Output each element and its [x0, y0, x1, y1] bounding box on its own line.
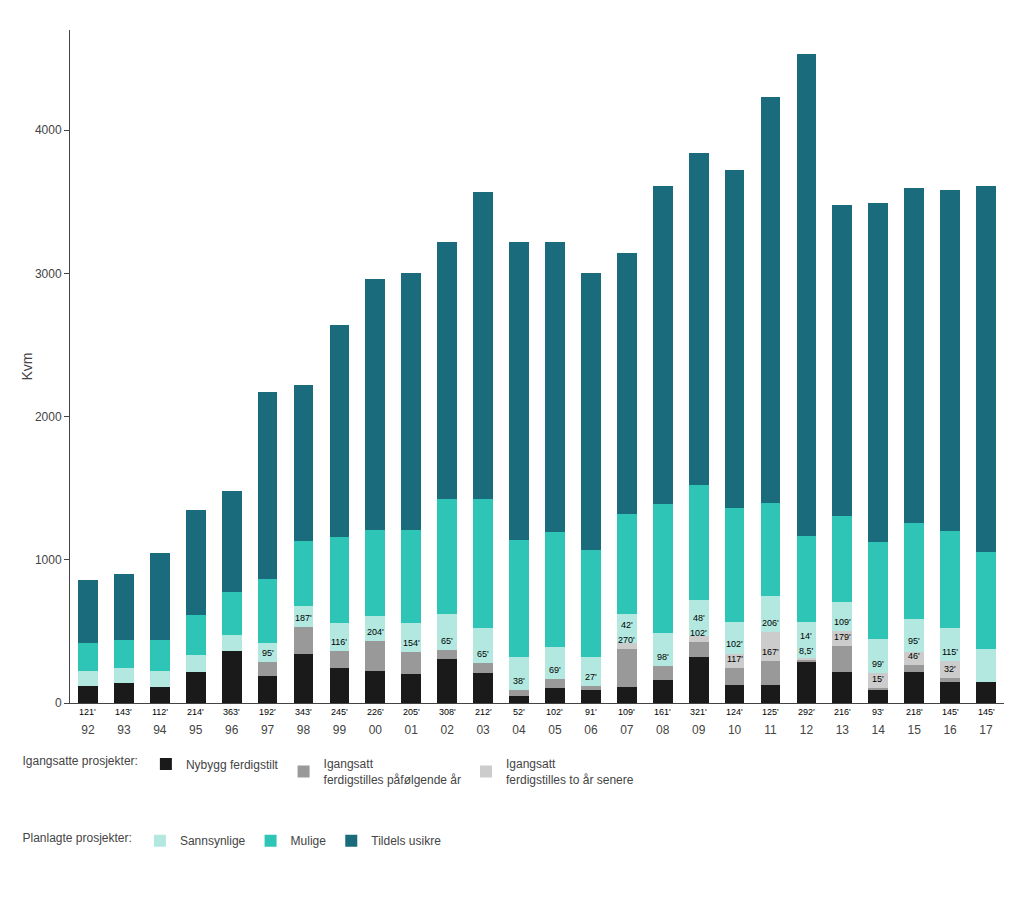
svg-text:4000: 4000 — [35, 123, 62, 137]
svg-text:109': 109' — [834, 617, 851, 627]
svg-text:00: 00 — [369, 723, 383, 737]
svg-text:363': 363' — [223, 707, 240, 717]
svg-text:04: 04 — [512, 723, 526, 737]
svg-text:06: 06 — [584, 723, 598, 737]
svg-text:15': 15' — [872, 674, 884, 684]
svg-text:65': 65' — [441, 636, 453, 646]
svg-text:11: 11 — [764, 723, 777, 737]
svg-text:Igangsatte prosjekter:: Igangsatte prosjekter: — [22, 754, 137, 768]
svg-text:187': 187' — [295, 613, 312, 623]
svg-text:102': 102' — [690, 628, 707, 638]
svg-text:03: 03 — [476, 723, 490, 737]
svg-text:42': 42' — [621, 620, 633, 630]
svg-text:15: 15 — [908, 723, 922, 737]
svg-text:97: 97 — [261, 723, 275, 737]
svg-text:Nybygg ferdigstilt: Nybygg ferdigstilt — [186, 758, 279, 772]
svg-text:218': 218' — [906, 707, 923, 717]
svg-text:3000: 3000 — [35, 267, 62, 281]
svg-text:10: 10 — [728, 723, 742, 737]
svg-text:13: 13 — [836, 723, 850, 737]
svg-text:48': 48' — [693, 613, 705, 623]
svg-text:01: 01 — [405, 723, 419, 737]
svg-text:98: 98 — [297, 723, 311, 737]
svg-text:167': 167' — [762, 647, 779, 657]
svg-text:121': 121' — [79, 707, 96, 717]
svg-text:161': 161' — [654, 707, 671, 717]
svg-text:Mulige: Mulige — [291, 834, 327, 848]
svg-text:145': 145' — [978, 707, 995, 717]
svg-text:270': 270' — [618, 635, 635, 645]
svg-text:112': 112' — [152, 707, 168, 717]
svg-text:116': 116' — [331, 637, 347, 647]
svg-text:69': 69' — [549, 665, 561, 675]
svg-text:95: 95 — [189, 723, 203, 737]
svg-text:206': 206' — [762, 618, 779, 628]
svg-text:09: 09 — [692, 723, 706, 737]
svg-text:08: 08 — [656, 723, 670, 737]
svg-text:226': 226' — [367, 707, 384, 717]
svg-text:Tildels usikre: Tildels usikre — [371, 834, 441, 848]
svg-text:05: 05 — [548, 723, 562, 737]
svg-text:Sannsynlige: Sannsynlige — [180, 834, 246, 848]
svg-text:192': 192' — [259, 707, 276, 717]
svg-text:205': 205' — [403, 707, 420, 717]
svg-text:2000: 2000 — [35, 410, 62, 424]
svg-text:212': 212' — [475, 707, 492, 717]
svg-text:93': 93' — [872, 707, 884, 717]
svg-text:65': 65' — [477, 649, 489, 659]
svg-text:204': 204' — [367, 627, 384, 637]
svg-text:Igangsattferdigstilles to år s: Igangsattferdigstilles to år senere — [506, 757, 634, 787]
svg-text:52': 52' — [513, 707, 525, 717]
svg-text:93: 93 — [117, 723, 131, 737]
svg-text:46': 46' — [908, 651, 920, 661]
svg-text:98': 98' — [657, 652, 669, 662]
svg-text:99: 99 — [333, 723, 347, 737]
svg-text:95': 95' — [908, 636, 920, 646]
svg-text:321': 321' — [690, 707, 707, 717]
svg-text:214': 214' — [187, 707, 204, 717]
svg-text:02: 02 — [441, 723, 455, 737]
svg-text:102': 102' — [546, 707, 563, 717]
svg-text:115': 115' — [942, 647, 958, 657]
svg-text:216': 216' — [834, 707, 851, 717]
svg-text:292': 292' — [798, 707, 815, 717]
svg-text:16: 16 — [943, 723, 957, 737]
svg-text:143': 143' — [115, 707, 132, 717]
svg-text:27': 27' — [585, 672, 597, 682]
svg-text:109': 109' — [618, 707, 635, 717]
svg-text:Kvm: Kvm — [19, 353, 35, 381]
svg-text:94: 94 — [153, 723, 167, 737]
svg-text:1000: 1000 — [35, 553, 62, 567]
svg-text:Igangsattferdigstilles påfølge: Igangsattferdigstilles påfølgende år — [324, 757, 461, 787]
svg-text:07: 07 — [620, 723, 634, 737]
svg-text:96: 96 — [225, 723, 239, 737]
svg-text:91': 91' — [585, 707, 597, 717]
svg-text:245': 245' — [331, 707, 348, 717]
svg-text:8,5': 8,5' — [799, 646, 814, 656]
svg-text:124': 124' — [726, 707, 743, 717]
svg-text:308': 308' — [439, 707, 456, 717]
svg-text:12: 12 — [800, 723, 814, 737]
svg-text:99': 99' — [872, 659, 884, 669]
svg-text:343': 343' — [295, 707, 312, 717]
svg-text:14': 14' — [800, 631, 812, 641]
svg-text:38': 38' — [513, 676, 525, 686]
svg-text:32': 32' — [944, 664, 956, 674]
svg-text:154': 154' — [403, 638, 420, 648]
svg-text:14: 14 — [872, 723, 886, 737]
svg-text:0: 0 — [55, 696, 62, 710]
svg-text:95': 95' — [262, 648, 274, 658]
svg-text:Planlagte prosjekter:: Planlagte prosjekter: — [22, 831, 131, 845]
svg-text:125': 125' — [762, 707, 779, 717]
svg-text:179': 179' — [834, 632, 851, 642]
svg-text:117': 117' — [727, 654, 743, 664]
svg-text:145': 145' — [942, 707, 959, 717]
svg-text:17: 17 — [979, 723, 993, 737]
svg-text:102': 102' — [726, 639, 743, 649]
svg-text:92: 92 — [81, 723, 95, 737]
